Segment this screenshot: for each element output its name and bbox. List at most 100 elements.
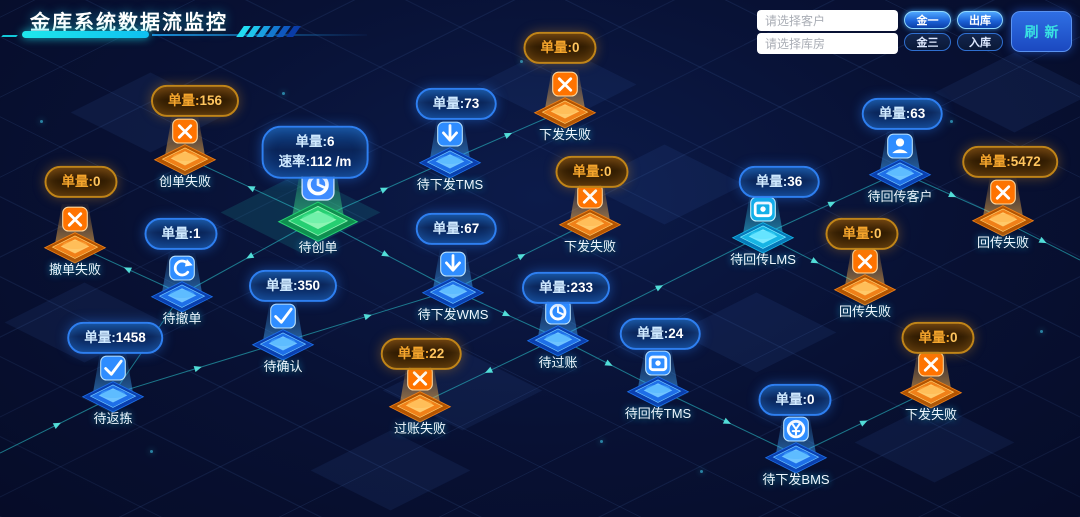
badge-return-lms-fail: 单量:0 [825,217,899,251]
badge-line: 单量:156 [168,91,222,111]
badge-line: 单量:22 [398,344,445,364]
badge-value: 0 [806,391,815,407]
node-label: 待回传客户 [867,189,933,204]
badge-label: 单量 [161,225,189,241]
badge-return-tms-pending: 单量:24 [619,317,701,351]
badge-cancel-fail: 单量:0 [44,165,118,199]
clock-icon [526,296,590,357]
badge-line: 单量:5472 [979,152,1041,172]
badge-colon: : [111,329,116,345]
badge-label: 单量 [61,173,89,189]
glow-dot [520,60,523,63]
badge-colon: : [424,345,430,361]
badge-line: 单量:36 [756,172,803,192]
badge-label: 单量 [979,153,1007,169]
badge-posting-fail: 单量:22 [380,337,462,371]
badge-repick-pending: 单量:1458 [67,321,163,355]
badge-confirm-pending: 单量:350 [248,269,338,303]
check-icon [81,352,145,413]
node-label: 创单失败 [158,174,212,189]
node-label: 待创单 [298,240,338,255]
badge-colon: : [945,329,950,345]
node-label: 下发失败 [538,127,592,142]
badge-value: 67 [464,220,480,236]
badge-line: 单量:67 [433,219,480,239]
badge-value: 1 [192,225,201,241]
badge-posting-pending: 单量:233 [521,271,611,305]
badge-value: 1458 [115,329,146,345]
badge-colon: : [88,173,93,189]
box-icon [731,193,795,254]
badge-line: 单量:0 [61,172,100,192]
badge-value: 6 [326,133,335,149]
node-label: 回传失败 [838,304,892,319]
badge-colon: : [188,225,193,241]
badge-value: 5472 [1010,153,1041,169]
badge-value: 36 [787,173,803,189]
badge-value: 0 [571,39,580,55]
badge-value: 22 [429,345,445,361]
badge-send-wms-fail: 单量:0 [555,155,629,189]
badge-label: 单量 [775,391,803,407]
box-icon [626,347,690,408]
badge-line: 单量:63 [879,104,926,124]
warehouse-select-input[interactable] [757,33,898,54]
node-label: 待返拣 [93,411,133,426]
badge-colon: : [459,95,465,111]
badge-colon: : [565,279,571,295]
badge-create-fail: 单量:156 [150,84,240,118]
node-label: 待回传TMS [624,406,692,421]
title-slashes-decoration [236,26,301,37]
badge-send-bms-fail: 单量:0 [901,321,975,355]
badge-send-tms-pending: 单量:73 [415,87,497,121]
glow-dot [282,92,285,95]
badge-label: 单量 [397,345,425,361]
badge-line: 单量:6 [279,132,352,152]
glow-dot [600,440,603,443]
badge-label: 单量 [432,95,460,111]
badge-value: 350 [297,277,321,293]
flow-button-ruku[interactable]: 入库 [957,33,1003,51]
glow-dot [700,470,703,473]
badge-return-lms-pending: 单量:36 [738,165,820,199]
person-icon [868,130,932,191]
badge-label: 单量 [572,163,600,179]
refresh-button[interactable]: 刷新 [1011,11,1072,52]
vault-button-jin3[interactable]: 金三 [904,33,951,51]
badge-line: 单量:0 [572,162,611,182]
badge-label: 单量 [432,220,460,236]
badge-colon: : [194,92,200,108]
badge-return-customer-pending: 单量:63 [861,97,943,131]
customer-select-input[interactable] [757,10,898,31]
badge-return-customer-fail: 单量:5472 [962,145,1058,179]
badge-line: 单量:73 [433,94,480,114]
node-label: 下发失败 [904,407,958,422]
page-title: 金库系统数据流监控 [30,12,228,34]
badge-label: 单量 [842,225,870,241]
badge-send-tms-fail: 单量:0 [523,31,597,65]
x-icon [43,203,107,264]
badge-create-pending: 单量:6 速率:112 /m [261,125,369,179]
badge-colon: : [305,154,311,169]
badge-line: 单量:0 [842,224,881,244]
badge-label: 单量 [167,92,195,108]
badge-colon: : [567,39,572,55]
badge-line: 单量:1458 [84,328,146,348]
vault-button-jin1[interactable]: 金一 [904,11,951,29]
badge-label: 单量 [755,173,783,189]
down-arrow-icon [418,118,482,179]
node-label: 待下发TMS [416,177,484,192]
node-label: 待回传LMS [730,252,796,267]
badge-colon: : [802,391,807,407]
badge-line: 单量:24 [637,324,684,344]
badge-label: 速率 [278,154,306,169]
coin-icon [764,413,828,474]
flow-button-chuku[interactable]: 出库 [957,11,1003,29]
badge-cancel-pending: 单量:1 [144,217,218,251]
badge-value: 0 [949,329,958,345]
badge-colon: : [869,225,874,241]
badge-label: 单量 [918,329,946,345]
badge-label: 单量 [84,329,112,345]
badge-value: 0 [92,173,101,189]
